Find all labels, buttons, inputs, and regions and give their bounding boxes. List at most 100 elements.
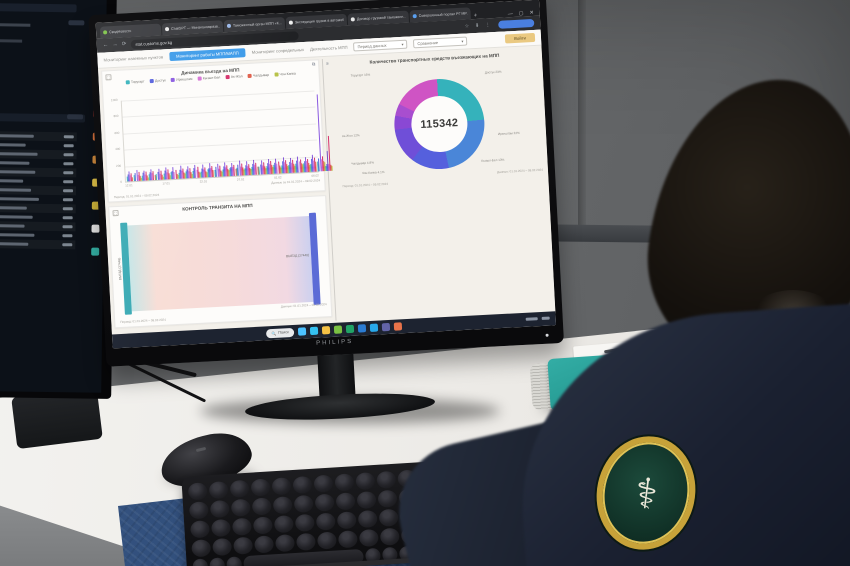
forward-icon[interactable]: → <box>112 41 118 49</box>
entry-bar-chart[interactable] <box>120 90 333 183</box>
key <box>271 477 292 496</box>
compare-select-value: Сравнение <box>417 40 439 47</box>
filter-tab-adjacent[interactable]: Мониторинг сопредельных <box>251 47 305 55</box>
key <box>191 539 212 558</box>
edge-icon[interactable] <box>309 326 318 336</box>
y-tick-label: 800 <box>113 114 119 119</box>
profile-chip[interactable] <box>498 18 535 29</box>
expand-icon[interactable]: ⛶ <box>105 74 112 81</box>
legend-item[interactable]: Кызыл-Бел <box>197 75 220 81</box>
legend-item[interactable]: Ак-Жол <box>225 74 243 80</box>
row-label <box>0 170 36 174</box>
donut-callout: Иркештам 22% <box>497 130 520 136</box>
list-icon[interactable]: ≡ <box>325 60 329 66</box>
row-value <box>63 153 74 157</box>
download-icon[interactable]: ⬇ <box>474 22 480 30</box>
row-value <box>62 225 73 229</box>
donut-callout: Кызыл-Бел 13% <box>481 157 505 163</box>
legend-swatch <box>197 76 202 81</box>
page-url: stat.customs.gov.kg <box>135 39 173 47</box>
row-value <box>63 162 74 166</box>
browser-icon[interactable] <box>393 322 402 331</box>
legend-item[interactable]: Чон-Капка <box>274 71 296 77</box>
tab-title: Экспедиция грузов в автомоб… <box>294 17 344 25</box>
filter-tab-activity[interactable]: Деятельность МПП <box>309 44 348 52</box>
key <box>376 470 397 489</box>
filter-tab-active[interactable]: Мониторинг работы МПП/МАПП <box>168 48 246 62</box>
key <box>231 517 252 536</box>
legend-swatch <box>247 73 252 79</box>
refresh-icon[interactable]: ⟳ <box>121 41 127 48</box>
vehicle-donut-chart[interactable]: 115342 <box>392 76 487 172</box>
system-tray[interactable] <box>525 315 550 321</box>
legend-swatch <box>274 72 279 77</box>
legend-label: Достук <box>154 78 166 83</box>
back-icon[interactable]: ← <box>102 42 109 49</box>
compare-select[interactable]: Сравнение ▾ <box>413 36 468 49</box>
legend-label: Иркештам <box>176 76 193 82</box>
key <box>313 474 334 493</box>
export-chip[interactable] <box>67 114 84 120</box>
tab-favicon <box>103 30 108 35</box>
menu-icon[interactable]: ⋮ <box>485 22 491 29</box>
taskbar-search[interactable]: 🔍 Поиск <box>266 327 294 338</box>
form-label <box>0 23 31 27</box>
transit-flow-chart[interactable]: ВЪЕЗД (27448) ВЫЕЗД (27448) <box>117 212 321 315</box>
login-button[interactable]: Войти <box>504 32 536 44</box>
row-value <box>63 180 74 184</box>
key <box>252 516 273 535</box>
entry-dynamics-panel: ⛶ Динамика въезда на МПП Торугарт Достук И… <box>101 59 333 203</box>
outlook-icon[interactable] <box>369 323 378 332</box>
teams-icon[interactable] <box>381 322 390 332</box>
donut-period-text: Период: 01.01.2024 – 09.02.2024 <box>342 181 389 189</box>
chevron-down-icon: ▾ <box>461 38 464 44</box>
transit-period-text: Период: 01.01.2024 – 09.02.2024 <box>120 317 166 325</box>
key <box>208 481 229 500</box>
legend-label: Чалдывар <box>252 72 270 78</box>
word-icon[interactable] <box>357 324 366 333</box>
key <box>335 492 356 511</box>
bar <box>331 165 333 171</box>
y-tick-label: 0 <box>120 179 123 184</box>
folder-icon[interactable] <box>321 326 330 335</box>
excel-icon[interactable] <box>345 324 354 334</box>
key <box>187 482 208 501</box>
export-chip[interactable] <box>68 20 85 26</box>
row-label <box>0 215 33 219</box>
key <box>336 511 357 530</box>
donut-callout: Торугарт 16% <box>350 72 371 78</box>
row-value <box>63 189 74 193</box>
y-tick-label: 1000 <box>110 97 118 103</box>
key <box>314 493 335 512</box>
x-tick-label: 27.01 <box>236 177 245 182</box>
bar-groups <box>122 91 333 182</box>
period-select[interactable]: Период данных ▾ <box>353 39 408 52</box>
key <box>358 528 379 548</box>
tab-favicon <box>350 17 355 22</box>
key <box>356 491 377 510</box>
key <box>251 497 272 516</box>
chrome-icon[interactable] <box>333 325 342 334</box>
table-row <box>0 239 76 250</box>
row-label <box>0 233 35 237</box>
row-value <box>62 198 73 202</box>
legend-item[interactable]: Чалдывар <box>247 72 270 79</box>
key <box>233 536 254 555</box>
star-icon[interactable]: ☆ <box>464 23 470 30</box>
filter-tab-monitoring[interactable]: Мониторинг наземных пунктов <box>103 54 164 63</box>
expand-icon[interactable]: ⛶ <box>112 209 119 217</box>
left-screen-app-icon[interactable] <box>91 247 100 256</box>
key <box>188 501 209 520</box>
key <box>357 509 378 529</box>
x-tick-label: 12.01 <box>125 183 133 188</box>
key <box>275 534 296 553</box>
popout-icon[interactable]: ⧉ <box>311 61 316 67</box>
start-icon[interactable] <box>297 327 306 336</box>
y-tick-label: 400 <box>115 146 121 152</box>
legend-item[interactable]: Иркештам <box>170 76 193 83</box>
legend-item[interactable]: Достук <box>149 78 166 84</box>
tab-favicon <box>288 20 293 25</box>
legend-item[interactable]: Торугарт <box>125 79 145 85</box>
form-label <box>0 39 23 43</box>
key <box>379 527 400 546</box>
